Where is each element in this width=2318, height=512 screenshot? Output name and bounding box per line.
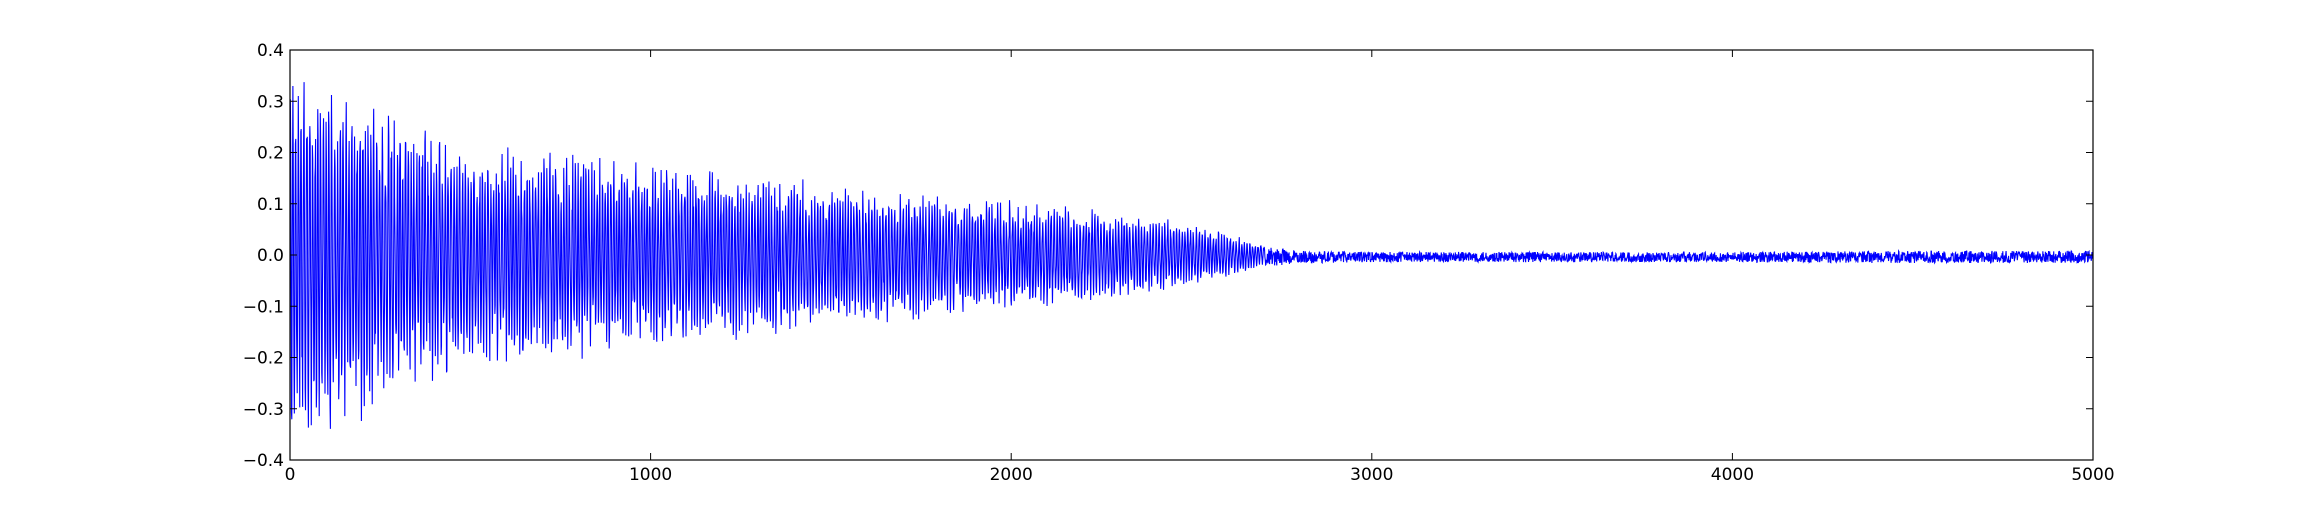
axes: 0 1000 2000 3000 4000 5000 0.4 0.3 0.2 0.1 0.0 −0.1… [243, 41, 2115, 485]
series-line-0 [290, 82, 2093, 429]
y-tick-label: 0.4 [257, 41, 284, 61]
x-tick-label: 0 [285, 465, 296, 485]
y-tick-label: −0.3 [243, 400, 284, 420]
y-tick-label: −0.4 [243, 451, 284, 471]
plot-area [290, 82, 2093, 429]
x-tick-label: 4000 [1711, 465, 1754, 485]
x-tick-label: 5000 [2071, 465, 2114, 485]
x-tick-label: 3000 [1350, 465, 1393, 485]
y-tick-label: 0.2 [257, 144, 284, 164]
y-tick-label: 0.1 [257, 195, 284, 215]
y-tick-label: 0.3 [257, 92, 284, 112]
y-tick-label: −0.1 [243, 297, 284, 317]
y-tick-label: 0.0 [257, 246, 284, 266]
x-tick-label: 2000 [990, 465, 1033, 485]
x-tick-label: 1000 [629, 465, 672, 485]
y-tick-label: −0.2 [243, 349, 284, 369]
